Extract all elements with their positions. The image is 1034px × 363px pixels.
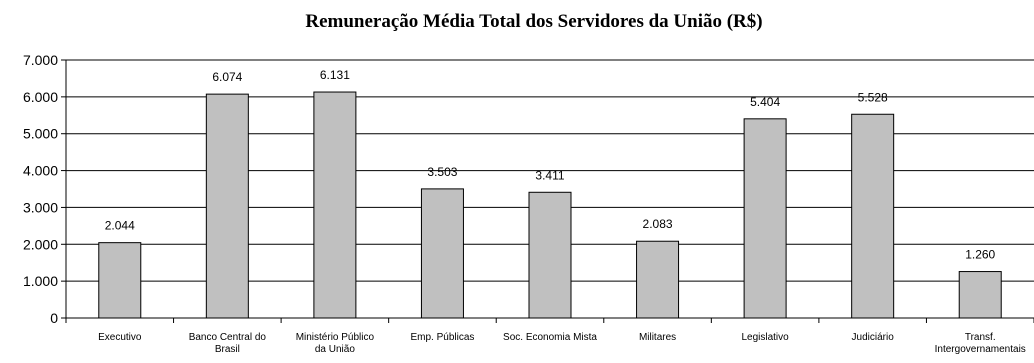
bar-value-label: 2.083 [643,217,673,231]
bar-value-label: 6.131 [320,68,350,82]
bar [528,191,572,319]
bar-value-label: 3.503 [427,165,457,179]
x-category-label: Intergovernamentais [935,344,1026,355]
bar-value-label: 5.404 [750,95,780,109]
y-axis-tick-labels: 0 1.000 2.000 3.000 4.000 5.000 6.000 7.000 [23,52,58,326]
y-tick-label: 0 [50,310,58,326]
chart-title: Remuneração Média Total dos Servidores d… [305,11,762,32]
axes [65,60,1034,323]
x-category-label: Judiciário [852,332,895,343]
bar-value-label: 2.044 [105,219,135,233]
bar [205,93,249,319]
bar-value-label: 1.260 [965,248,995,262]
bar-value-label: 6.074 [212,70,242,84]
x-category-label: Executivo [98,332,142,343]
y-tick-label: 5.000 [23,126,58,142]
x-category-label: Brasil [215,344,240,355]
x-category-label: Emp. Públicas [410,332,474,343]
bar [636,240,680,319]
y-tick-label: 3.000 [23,199,58,215]
x-category-label: Banco Central do [189,332,267,343]
x-category-label: Legislativo [741,332,789,343]
bars [98,91,1002,319]
x-category-label: Militares [639,332,676,343]
x-category-label: Transf. [965,332,996,343]
y-tick-label: 6.000 [23,89,58,105]
y-tick-label: 7.000 [23,52,58,68]
bar [743,118,787,319]
y-tick-label: 4.000 [23,163,58,179]
bar-value-label: 5.528 [858,90,888,104]
bar [420,188,464,319]
x-category-label: da União [315,344,355,355]
bar [958,271,1002,319]
data-labels: 2.044 6.074 6.131 3.503 3.411 2.083 5.404 5.528… [105,68,996,262]
bar-value-label: 3.411 [535,168,564,182]
x-category-label: Ministério Público [296,332,375,343]
bar [851,113,895,319]
bar [313,91,357,319]
x-category-label: Soc. Economia Mista [503,332,597,343]
y-tick-label: 2.000 [23,236,58,252]
bar [98,242,142,319]
y-tick-label: 1.000 [23,273,58,289]
